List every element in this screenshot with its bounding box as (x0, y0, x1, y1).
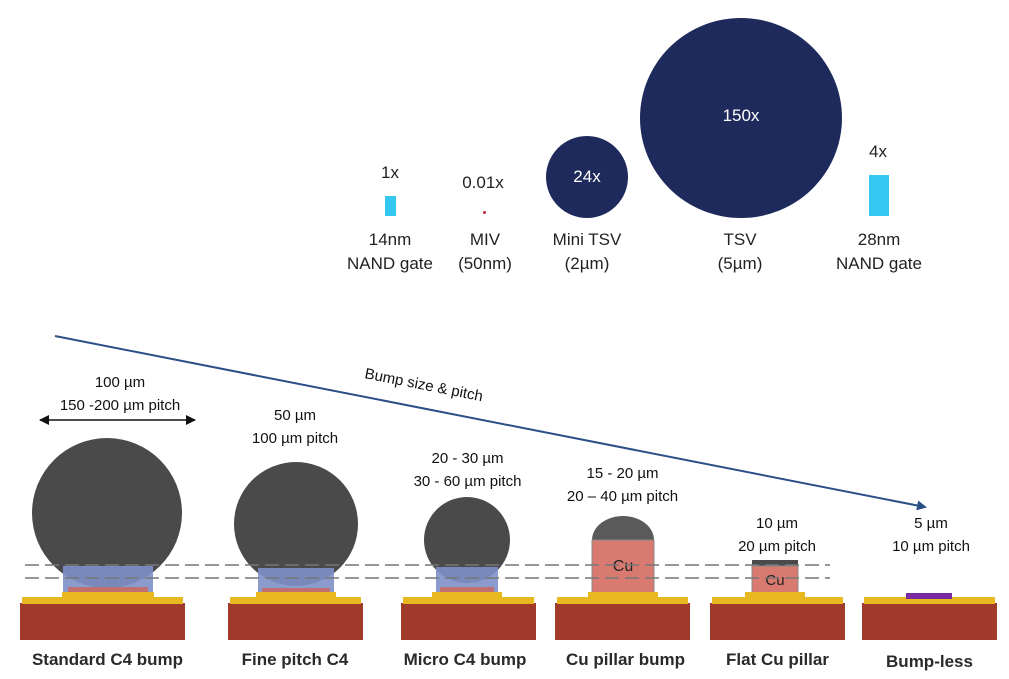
label-tsv: TSV (5µm) (680, 228, 800, 276)
substrate (20, 603, 185, 640)
intermetallic-layer (262, 588, 330, 595)
label-line: (50nm) (458, 254, 512, 273)
label-line: MIV (469, 230, 501, 249)
solder-ball (424, 497, 510, 583)
metal-pad (712, 597, 843, 604)
cu-pillar (751, 565, 799, 594)
cu-pillar-bump: Cu (555, 516, 690, 640)
solder-ball (234, 462, 358, 586)
spec-micro-c4: 20 - 30 µm 30 - 60 µm pitch (385, 447, 550, 493)
label-line: (5µm) (717, 254, 763, 273)
bump-pitch: 20 µm pitch (738, 538, 816, 555)
nand-28nm-rect (869, 175, 889, 216)
label-miv: MIV (50nm) (440, 228, 530, 276)
intermetallic-layer (68, 587, 148, 595)
tsv-circle: 150x (640, 18, 842, 218)
ratio-miv: 0.01x (462, 173, 504, 192)
label-line: TSV (723, 230, 757, 249)
spec-bump-less: 5 µm 10 µm pitch (866, 512, 996, 558)
trend-arrow (54, 335, 927, 511)
spec-cu-pillar: 15 - 20 µm 20 – 40 µm pitch (545, 462, 700, 508)
label-14nm-nand: 14nm NAND gate (330, 228, 450, 276)
substrate (862, 603, 997, 640)
label-line: (2µm) (564, 254, 610, 273)
ratio-mini-tsv: 24x (573, 167, 601, 186)
nand-14nm-rect (385, 196, 396, 216)
label-line: 28nm (857, 230, 901, 249)
caption-fine-pitch-c4: Fine pitch C4 (241, 650, 349, 669)
bump-size: 10 µm (756, 515, 798, 532)
substrate (401, 603, 536, 640)
ratio-tsv: 150x (722, 106, 760, 125)
bump-pitch: 100 µm pitch (251, 430, 339, 447)
substrate (228, 603, 363, 640)
metal-pad (557, 597, 688, 604)
bump-size: 5 µm (914, 515, 948, 532)
bump-pitch: 10 µm pitch (892, 538, 970, 555)
cu-label: Cu (765, 572, 784, 589)
spec-fine-pitch-c4: 50 µm 100 µm pitch (220, 404, 370, 450)
hybrid-bond-pad (906, 593, 952, 599)
micro-c4-bump (401, 497, 536, 640)
metal-pad (230, 597, 361, 604)
thin-solder-cap (752, 560, 798, 566)
caption-standard-c4: Standard C4 bump (31, 650, 184, 669)
solder-cap (592, 516, 654, 540)
intermetallic-layer (440, 587, 494, 594)
bond-pad (588, 592, 658, 598)
ratio-28nm-nand: 4x (869, 142, 887, 161)
ratio-14nm-nand: 1x (381, 163, 399, 182)
bump-less (862, 593, 997, 640)
bump-pitch: 30 - 60 µm pitch (413, 473, 522, 490)
cu-pillar (591, 539, 655, 594)
label-line: Mini TSV (552, 230, 622, 249)
label-28nm-nand: 28nm NAND gate (819, 228, 939, 276)
bump-pitch: 150 -200 µm pitch (59, 397, 181, 414)
caption-bump-less: Bump-less (886, 652, 973, 671)
metal-pad (22, 597, 183, 604)
metal-pad (403, 597, 534, 604)
metal-pad (864, 597, 995, 604)
bump-size: 15 - 20 µm (586, 465, 659, 482)
bump-size: 20 - 30 µm (431, 450, 504, 467)
caption-micro-c4: Micro C4 bump (403, 650, 527, 669)
solder-ball (32, 438, 182, 588)
spec-flat-cu-pillar: 10 µm 20 µm pitch (712, 512, 842, 558)
flat-cu-pillar: Cu (710, 560, 845, 640)
substrate (555, 603, 690, 640)
bump-size: 50 µm (274, 407, 316, 424)
label-line: NAND gate (347, 254, 433, 273)
bump-pitch: 20 – 40 µm pitch (566, 488, 679, 505)
label-line: NAND gate (836, 254, 922, 273)
bond-pad (432, 592, 502, 598)
substrate (710, 603, 845, 640)
bond-pad (256, 592, 336, 598)
caption-flat-cu-pillar: Flat Cu pillar (726, 650, 829, 669)
label-line: 14nm (368, 230, 412, 249)
spec-standard-c4: 100 µm 150 -200 µm pitch (35, 371, 205, 417)
bond-pad (62, 592, 154, 598)
bump-size: 100 µm (94, 374, 146, 391)
miv-dot (483, 211, 486, 214)
mini-tsv-circle: 24x (546, 136, 628, 218)
label-mini-tsv: Mini TSV (2µm) (527, 228, 647, 276)
caption-cu-pillar: Cu pillar bump (566, 650, 685, 669)
cu-label: Cu (613, 558, 633, 575)
standard-c4-bump (20, 438, 185, 640)
fine-pitch-c4 (228, 462, 363, 640)
bond-pad (745, 592, 805, 598)
